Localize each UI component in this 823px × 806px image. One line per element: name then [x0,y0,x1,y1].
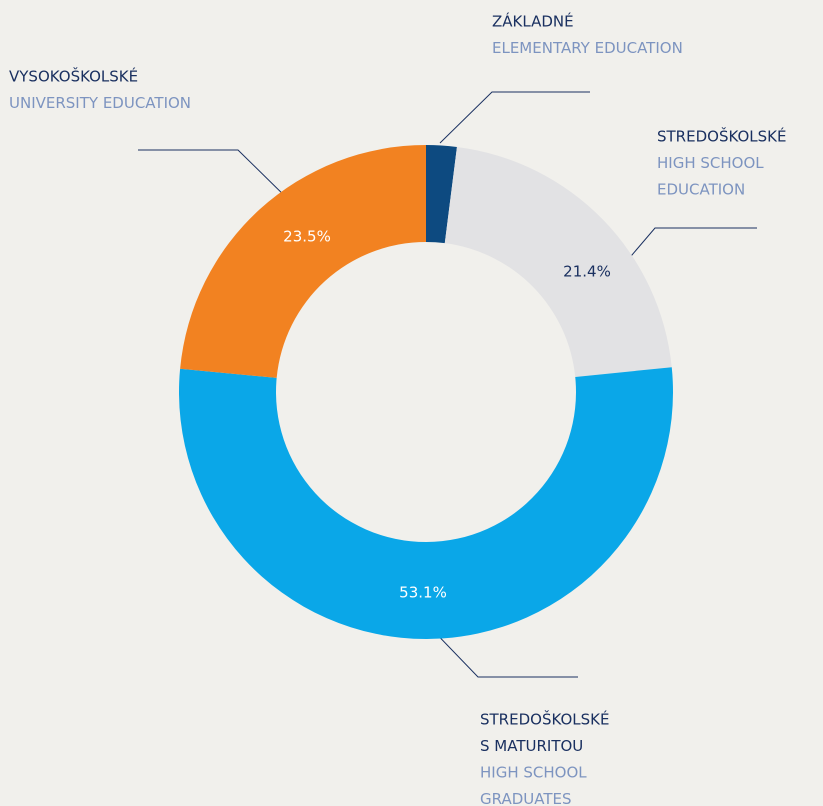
category-translation: HIGH SCHOOL [657,154,764,172]
donut-segment [180,145,426,378]
leader-line [424,621,578,678]
category-translation: HIGH SCHOOL [480,764,587,782]
category-label: STREDOŠKOLSKÉ [657,127,786,146]
value-label: 23.5% [283,228,331,246]
category-translation: EDUCATION [657,181,745,199]
donut-segment [426,145,457,244]
category-label: S MATURITOU [480,737,583,755]
leader-line [439,91,590,144]
category-translation: UNIVERSITY EDUCATION [9,94,191,112]
category-label: VYSOKOŠKOLSKÉ [9,67,138,86]
donut-segment [179,367,674,639]
value-label: 53.1% [399,584,447,602]
leader-line [625,227,757,263]
leader-line [138,149,295,206]
category-translation: ELEMENTARY EDUCATION [492,39,683,57]
category-label: STREDOŠKOLSKÉ [480,710,609,729]
category-label: ZÁKLADNÉ [492,12,574,31]
category-translation: GRADUATES [480,790,572,806]
donut-segment [444,146,672,377]
value-label: 21.4% [563,263,611,281]
